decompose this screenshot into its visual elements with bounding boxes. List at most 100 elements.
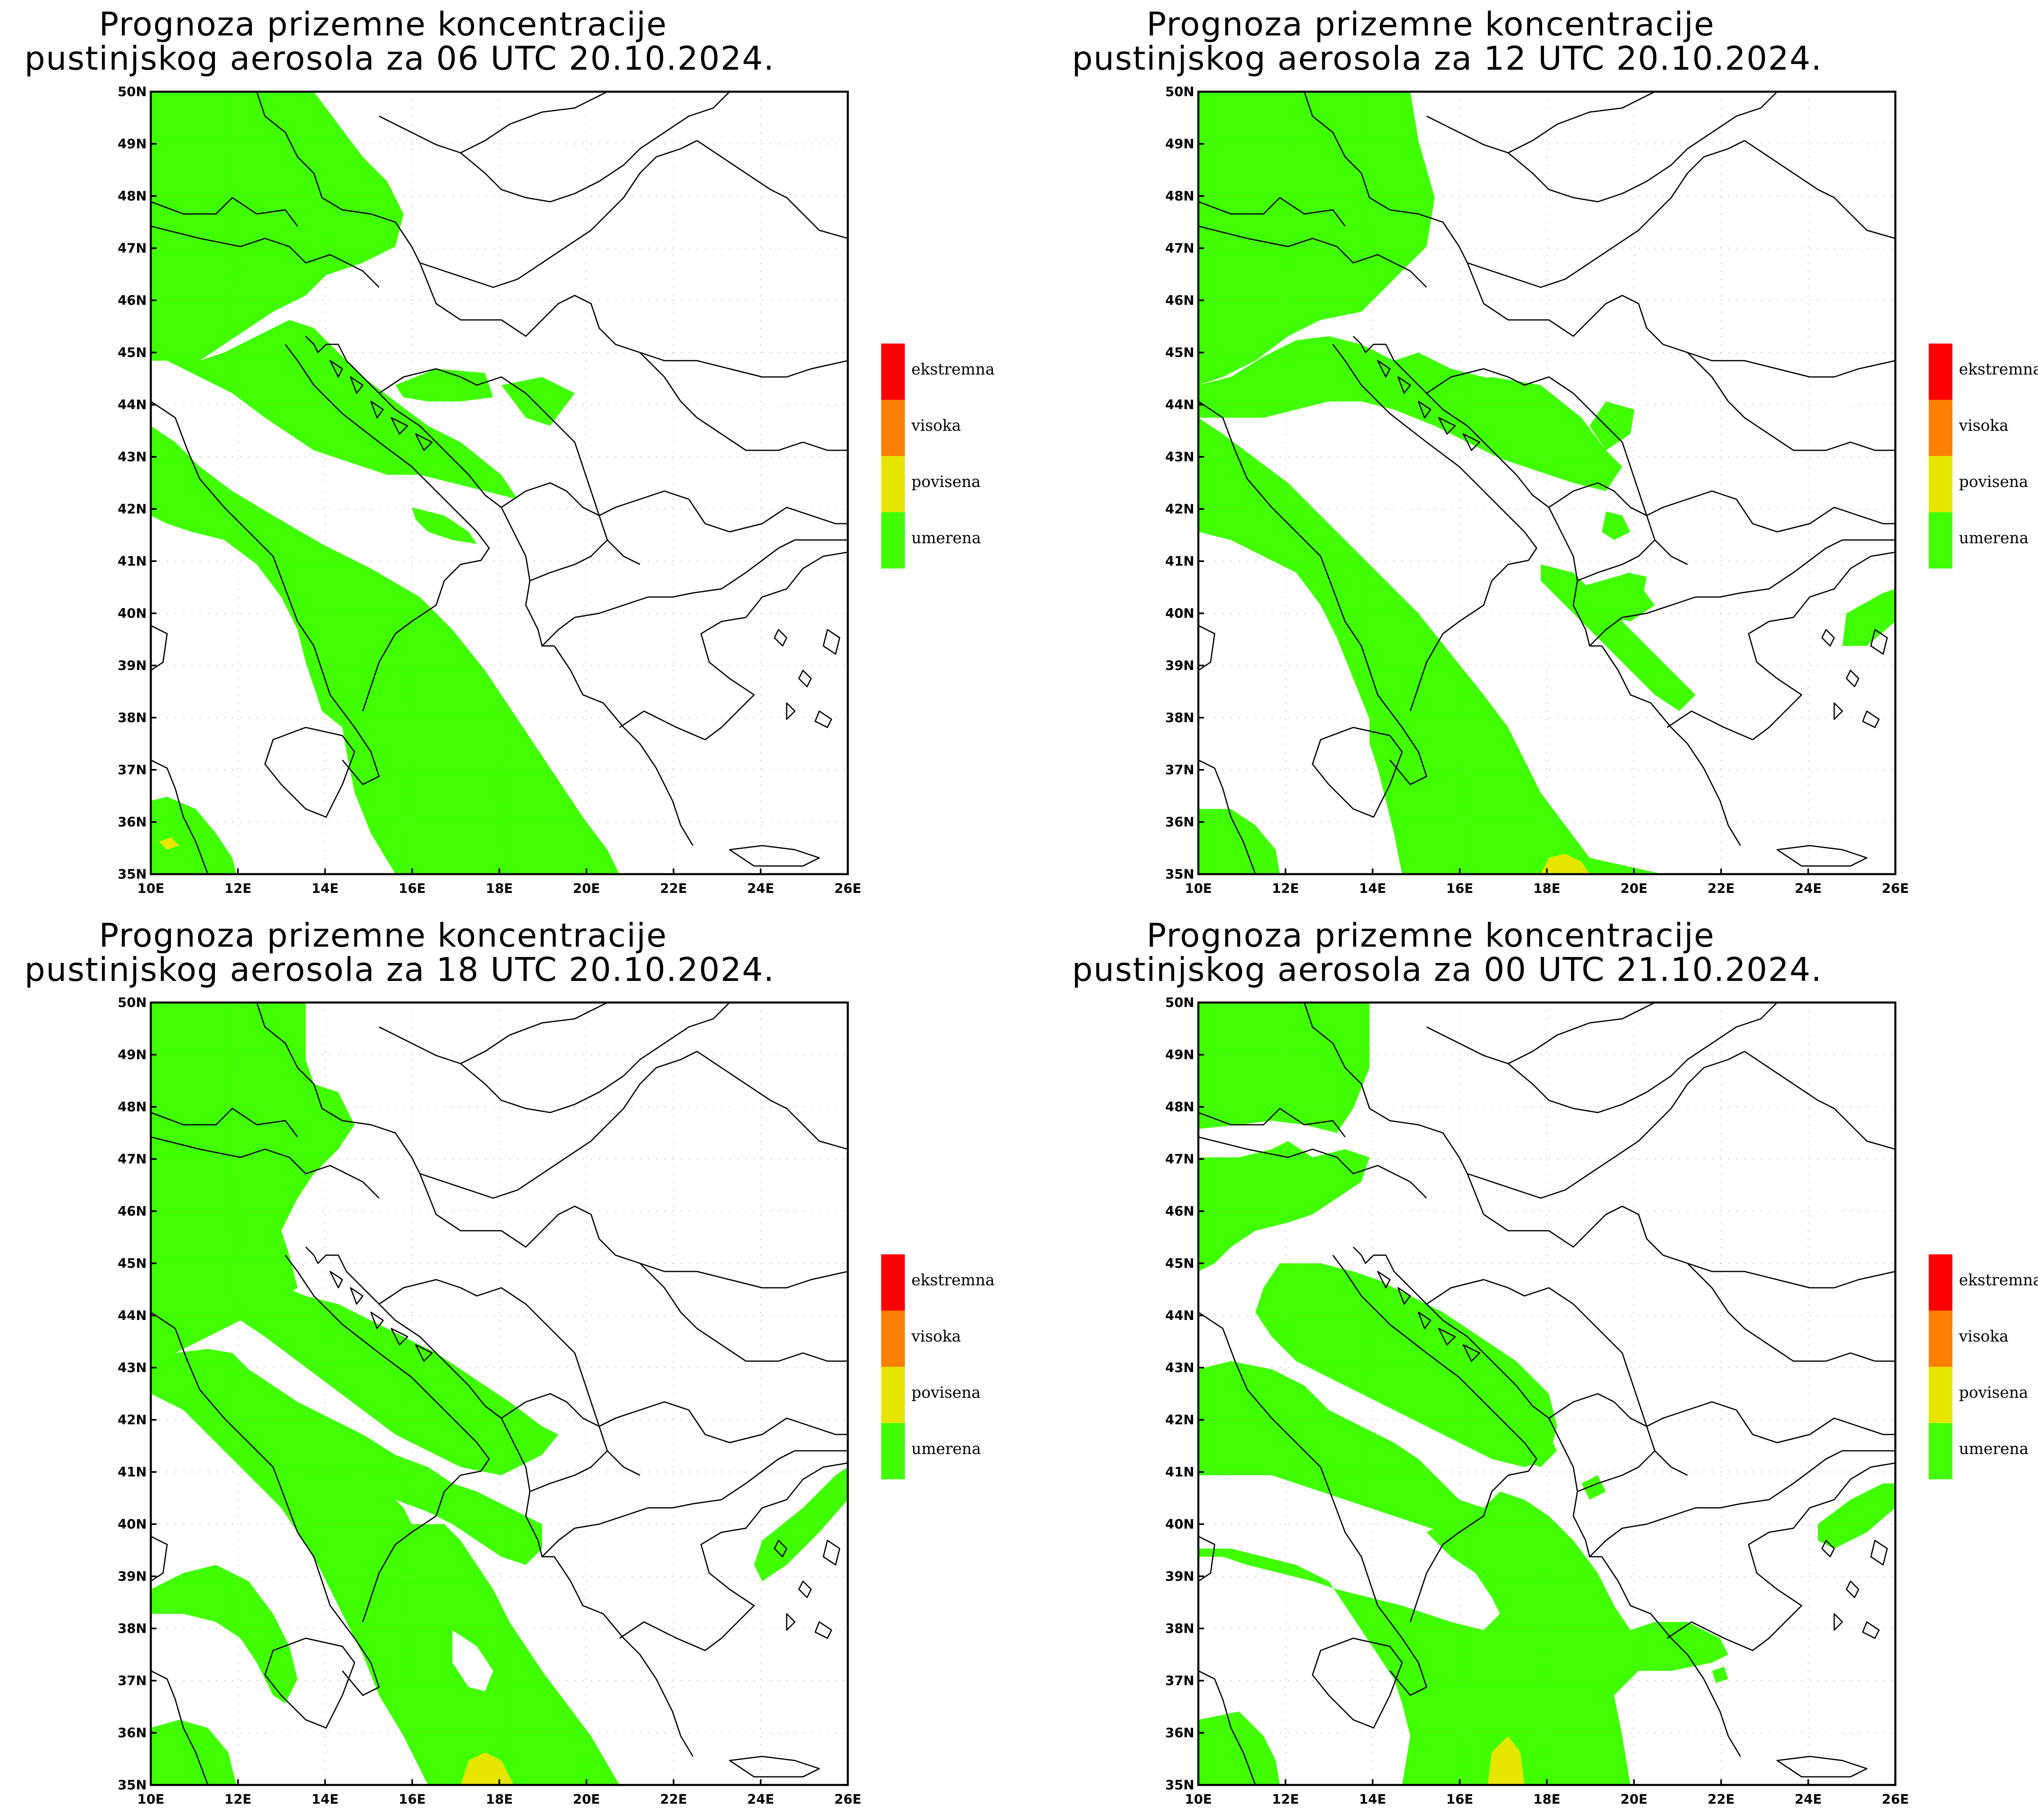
povisena-area [159,837,179,850]
lon-tick-label: 10E [1185,1791,1212,1807]
lat-tick-label: 40N [118,606,147,621]
lat-tick-label: 42N [1165,1412,1194,1428]
lat-tick-label: 37N [118,1673,147,1688]
lat-tick-label: 36N [118,814,147,830]
lat-tick-label: 37N [1165,762,1194,778]
lat-tick-label: 42N [118,1412,147,1428]
lat-tick-label: 39N [1165,658,1194,673]
lon-tick-label: 16E [1446,1791,1473,1807]
lat-tick-label: 40N [1165,606,1194,621]
lat-tick-label: 48N [118,188,147,204]
lat-tick-label: 35N [1165,866,1194,882]
legend-label-visoka: visoka [911,416,961,434]
lat-tick-label: 42N [1165,501,1194,517]
white-gap [452,1630,493,1691]
lat-tick-label: 39N [118,1569,147,1584]
lat-tick-label: 48N [1165,1099,1194,1115]
lon-tick-label: 26E [1882,881,1909,896]
legend-label-ekstremna: ekstremna [1959,360,2038,378]
lat-tick-label: 50N [1165,84,1194,99]
lon-tick-label: 14E [311,881,338,896]
legend-label-povisena: povisena [1959,1384,2028,1401]
lat-tick-label: 48N [118,1099,147,1115]
lat-tick-label: 44N [1165,397,1194,412]
title-line1: Prognoza prizemne koncentracije [99,917,668,954]
lat-tick-label: 35N [1165,1777,1194,1793]
lat-tick-label: 45N [1165,1256,1194,1271]
title-line1: Prognoza prizemne koncentracije [99,5,668,43]
lat-tick-label: 49N [1165,1047,1194,1062]
lat-tick-label: 37N [118,762,147,778]
lat-tick-label: 38N [118,1621,147,1636]
lon-tick-label: 18E [486,881,513,896]
lat-tick-label: 48N [1165,188,1194,204]
lon-tick-label: 20E [1621,881,1648,896]
lat-tick-label: 46N [1165,293,1194,308]
legend-label-povisena: povisena [911,473,981,491]
legend-swatch-povisena [881,1367,905,1423]
umerena-area [1198,92,1895,874]
legend-label-visoka: visoka [1959,416,2009,434]
legend-label-umerena: umerena [1959,1440,2029,1458]
lon-tick-label: 12E [1272,1791,1299,1807]
lat-tick-label: 44N [118,1308,147,1323]
lon-tick-label: 20E [573,881,600,896]
lon-tick-label: 10E [1185,881,1212,896]
umerena-area [151,92,620,874]
lat-tick-label: 37N [1165,1673,1194,1688]
lat-tick-label: 43N [118,1360,147,1375]
map-panel-18utc [150,1001,849,1786]
lon-tick-label: 14E [1359,881,1386,896]
lat-tick-label: 50N [1165,995,1194,1010]
legend-label-ekstremna: ekstremna [1959,1271,2038,1289]
legend-swatch-visoka [1929,1311,1952,1367]
lon-tick-label: 22E [1707,881,1734,896]
title-line1: Prognoza prizemne koncentracije [1146,5,1715,43]
lon-tick-label: 24E [747,1791,774,1807]
map-panel-12utc [1197,90,1897,875]
lat-tick-label: 41N [1165,1464,1194,1480]
lat-tick-label: 36N [1165,814,1194,830]
legend-label-umerena: umerena [911,529,981,547]
panel-title-18utc: Prognoza prizemne koncentracije pustinjs… [24,917,775,989]
lat-tick-label: 39N [118,658,147,673]
povisena-area [461,1752,514,1785]
legend-swatch-povisena [881,456,905,512]
lat-tick-label: 36N [1165,1725,1194,1741]
title-line2: pustinjskog aerosola za 18 UTC 20.10.202… [24,951,775,989]
legend-label-ekstremna: ekstremna [911,1271,995,1289]
lat-tick-label: 35N [118,1777,147,1793]
lon-tick-label: 20E [1621,1791,1648,1807]
lon-tick-label: 18E [486,1791,513,1807]
legend-swatch-ekstremna [881,1254,905,1311]
lat-tick-label: 39N [1165,1569,1194,1584]
legend-label-umerena: umerena [1959,529,2029,547]
lat-tick-label: 41N [118,1464,147,1480]
lat-tick-label: 40N [1165,1516,1194,1532]
legend-label-povisena: povisena [911,1384,981,1401]
legend-swatch-visoka [881,1311,905,1367]
lon-tick-label: 12E [1272,881,1299,896]
lon-tick-label: 26E [834,881,861,896]
lat-tick-label: 47N [1165,240,1194,256]
legend-swatch-visoka [1929,400,1952,456]
lat-tick-label: 40N [118,1516,147,1532]
legend-swatch-ekstremna [881,344,905,400]
lon-tick-label: 12E [225,881,251,896]
legend-swatch-umerena [1929,512,1952,568]
lat-tick-label: 45N [1165,345,1194,360]
lat-tick-label: 46N [118,293,147,308]
title-line2: pustinjskog aerosola za 12 UTC 20.10.202… [1072,40,1822,77]
umerena-area [151,1003,848,1785]
lat-tick-label: 47N [1165,1151,1194,1167]
lat-tick-label: 47N [118,240,147,256]
legend-swatch-povisena [1929,1367,1952,1423]
lat-tick-label: 35N [118,866,147,882]
lon-tick-label: 16E [1446,881,1473,896]
lat-tick-label: 41N [118,553,147,569]
lat-tick-label: 36N [118,1725,147,1741]
legend-swatch-umerena [1929,1423,1952,1479]
title-line2: pustinjskog aerosola za 06 UTC 20.10.202… [24,40,775,77]
